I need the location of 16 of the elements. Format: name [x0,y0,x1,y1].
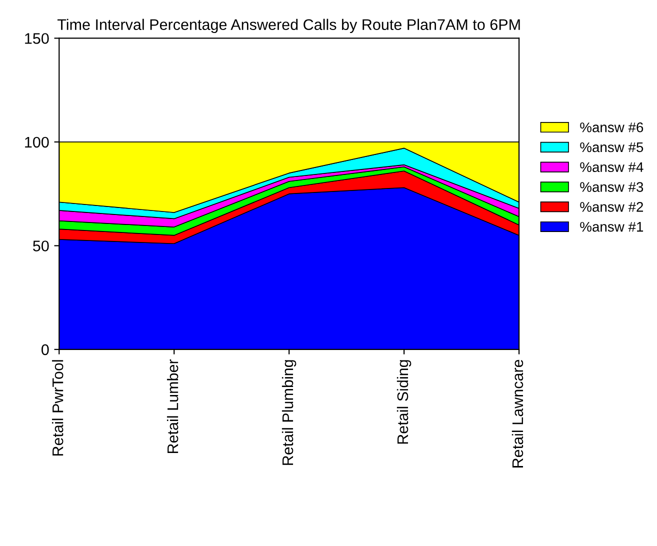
x-tick-label: Retail Plumbing [282,360,296,465]
legend-label: %answ #1 [580,222,644,232]
x-tick-label: Retail Lumber [166,359,178,454]
y-tick-label: 50 [33,240,49,252]
y-tick-label: 0 [42,344,49,356]
legend-label: %answ #6 [580,122,644,132]
legend-label: %answ #2 [580,202,643,212]
x-tick-label: Retail Siding [396,360,412,444]
legend-label: %answ #4 [580,162,644,172]
x-tick-label: Retail PwrTool [52,360,64,456]
legend-label: %answ #5 [580,142,644,152]
y-tick-label: 150 [25,33,49,44]
x-tick-label: Retail Lawncare [512,360,524,468]
legend-label: %answ #3 [580,182,644,192]
chart-title: Time Interval Percentage Answered Calls by Route Plan7AM to 6PM [57,18,520,34]
y-tick-label: 100 [25,136,49,148]
